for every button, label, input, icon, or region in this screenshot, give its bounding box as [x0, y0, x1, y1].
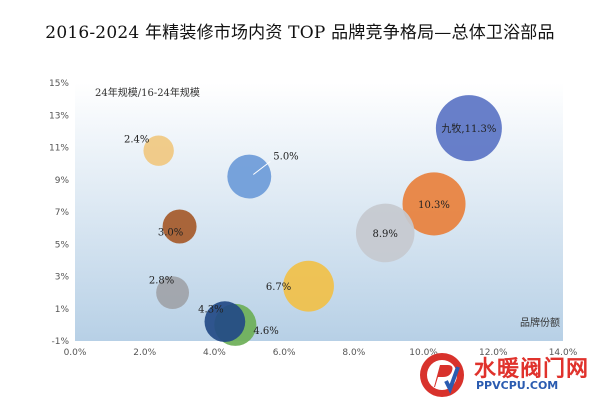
watermark-url: PPVCPU.COM	[476, 379, 559, 392]
bubble-data-label: 2.4%	[124, 135, 149, 146]
x-axis: 0.0% 2.0% 4.0% 6.0% 8.0% 10.0% 12.0% 14.0%	[64, 348, 578, 358]
bubble-data-label: 2.8%	[149, 276, 174, 287]
bubble-data-label: 4.3%	[198, 305, 223, 316]
bubble-data-label: 九牧,11.3%	[441, 122, 496, 135]
y-axis: -1% 1% 3% 5% 7% 9% 11% 13% 15%	[49, 79, 69, 347]
y-tick-label: 1%	[55, 305, 70, 315]
bubble	[156, 276, 190, 310]
bubble-data-label: 10.3%	[418, 200, 450, 211]
x-tick-label: 10.0%	[409, 348, 438, 358]
bubble-data-label: 3.0%	[158, 228, 183, 239]
y-tick-label: 13%	[49, 111, 69, 121]
y-tick-label: 9%	[55, 176, 70, 186]
y-tick-label: 5%	[55, 240, 70, 250]
y-tick-label: 7%	[55, 208, 70, 218]
x-tick-label: 14.0%	[549, 348, 578, 358]
y-tick-label: 11%	[49, 144, 69, 154]
y-axis-label: 24年规模/16-24年规模	[95, 86, 200, 99]
x-tick-label: 12.0%	[479, 348, 508, 358]
y-tick-label: 3%	[55, 273, 70, 283]
x-tick-label: 8.0%	[342, 348, 365, 358]
chart-title: 2016-2024 年精装修市场内资 TOP 品牌竞争格局—总体卫浴部品	[45, 23, 555, 43]
bubble	[435, 95, 502, 162]
bubble	[227, 154, 272, 199]
bubble	[402, 172, 466, 236]
bubble-data-label: 6.7%	[266, 282, 291, 293]
bubble	[283, 260, 334, 312]
bubble-data-label: 5.0%	[273, 152, 298, 163]
label-leader-line	[252, 161, 271, 175]
bubble	[162, 209, 197, 244]
bubble-data-label: 4.6%	[253, 326, 278, 337]
bubble-data-label: 8.9%	[373, 229, 398, 240]
y-tick-label: 15%	[49, 79, 69, 89]
y-tick-label: -1%	[51, 337, 69, 347]
watermark: 水暖阀门网 PPVCPU.COM	[416, 351, 594, 399]
pv-logo-icon	[420, 353, 464, 397]
x-tick-label: 6.0%	[273, 348, 296, 358]
bubble	[204, 301, 246, 343]
x-axis-label: 品牌份额	[520, 316, 560, 329]
x-tick-label: 4.0%	[203, 348, 226, 358]
x-tick-label: 0.0%	[64, 348, 87, 358]
bubble	[143, 135, 174, 166]
bubbles: 九牧,11.3% 10.3% 8.9% 6.7% 5.0% 4.6% 4.3% 3.0% 2.8…	[124, 95, 502, 346]
x-tick-label: 2.0%	[133, 348, 156, 358]
watermark-text: 水暖阀门网	[474, 357, 590, 382]
bubble	[355, 203, 415, 263]
